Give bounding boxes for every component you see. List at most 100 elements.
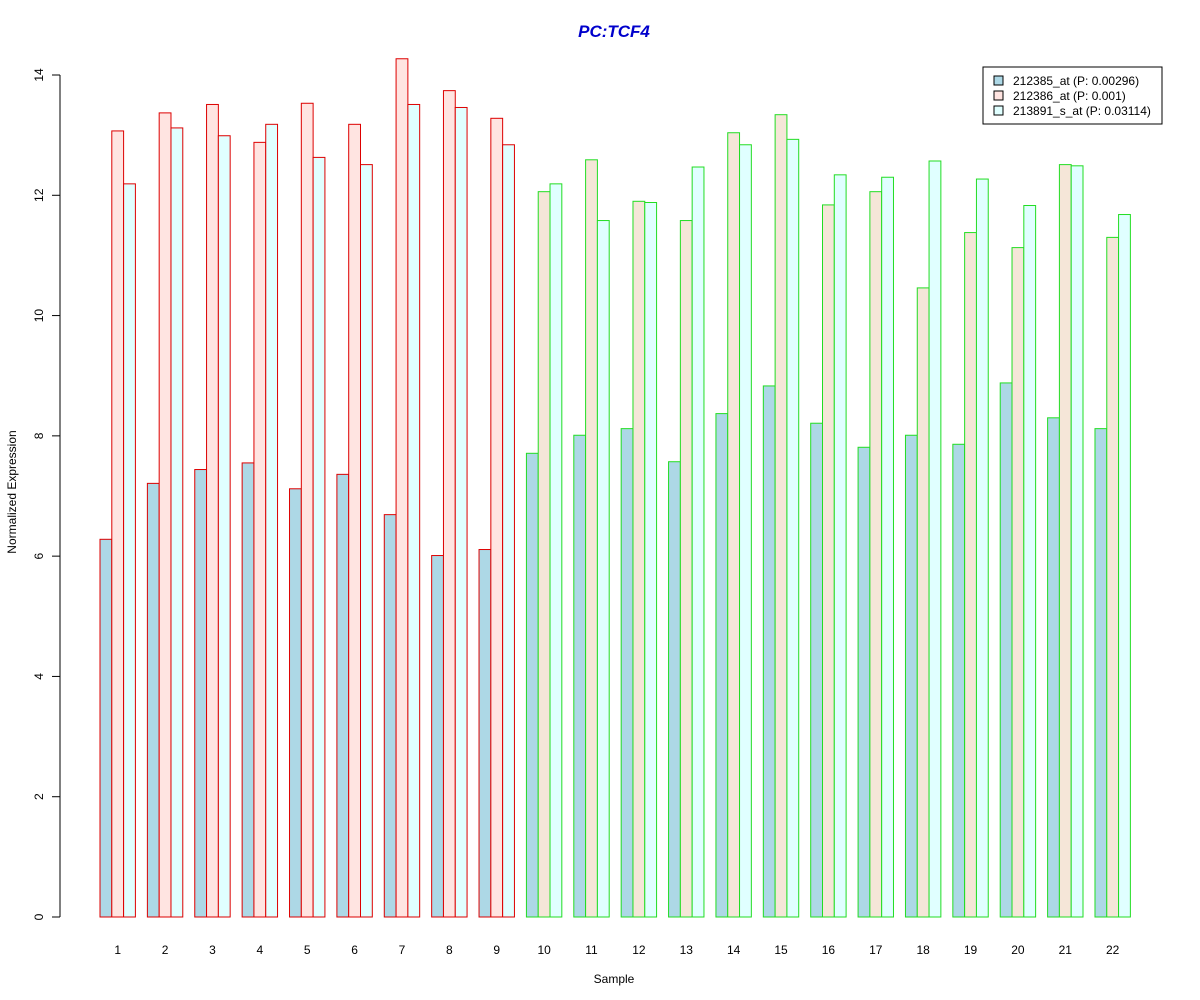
bars-layer	[99, 58, 1131, 918]
x-tick-label: 6	[351, 943, 358, 957]
legend-label-series-3: 213891_s_at (P: 0.03114)	[1013, 104, 1151, 118]
x-tick-label: 21	[1059, 943, 1073, 957]
legend-swatch-series-1	[993, 75, 1004, 86]
bar-sample-9-series-2	[490, 117, 504, 918]
bar-sample-18-series-1	[904, 434, 918, 918]
bar-sample-10-series-3	[549, 183, 563, 918]
bar-sample-13-series-1	[668, 461, 681, 918]
bar-sample-1-series-2	[111, 130, 125, 918]
bar-sample-19-series-3	[975, 178, 989, 918]
bar-sample-4-series-1	[241, 462, 255, 918]
bar-sample-12-series-3	[644, 202, 658, 918]
bar-sample-20-series-1	[999, 382, 1013, 918]
legend-label-series-2: 212386_at (P: 0.001)	[1013, 89, 1126, 103]
bar-sample-15-series-1	[762, 385, 776, 918]
bar-sample-6-series-1	[336, 473, 350, 918]
bar-sample-19-series-1	[952, 443, 966, 918]
legend-label-series-1: 212385_at (P: 0.00296)	[1013, 74, 1139, 88]
bar-sample-5-series-1	[289, 488, 302, 918]
x-tick-label: 9	[493, 943, 500, 957]
bar-sample-3-series-2	[206, 103, 219, 918]
x-tick-label: 22	[1106, 943, 1120, 957]
legend-box	[982, 66, 1163, 125]
bar-sample-21-series-2	[1058, 164, 1072, 918]
bar-sample-16-series-1	[810, 422, 824, 918]
y-tick-label: 2	[32, 793, 46, 800]
x-tick-label: 1	[114, 943, 121, 957]
y-tick-label: 8	[32, 432, 46, 439]
y-tick-label: 0	[32, 913, 46, 920]
x-tick-label: 17	[869, 943, 883, 957]
bar-sample-21-series-3	[1070, 165, 1084, 918]
bar-sample-19-series-2	[964, 232, 977, 918]
bar-sample-6-series-3	[360, 164, 373, 918]
bar-sample-10-series-1	[525, 452, 539, 918]
bar-sample-4-series-2	[253, 141, 267, 918]
bar-sample-18-series-2	[916, 287, 930, 918]
x-tick-label: 7	[399, 943, 406, 957]
bar-sample-4-series-3	[265, 123, 279, 918]
x-tick-label: 13	[680, 943, 694, 957]
bar-sample-17-series-1	[857, 446, 871, 918]
bar-sample-22-series-1	[1094, 428, 1108, 918]
bar-sample-9-series-3	[502, 144, 515, 918]
bar-sample-2-series-2	[158, 112, 172, 918]
bar-sample-10-series-2	[537, 191, 551, 918]
legend-swatch-series-3	[993, 105, 1004, 116]
x-tick-label: 3	[209, 943, 216, 957]
y-tick-label: 4	[32, 673, 46, 680]
bar-sample-3-series-1	[194, 469, 208, 918]
y-tick-label: 6	[32, 552, 46, 559]
y-tick-label: 12	[32, 188, 46, 202]
bar-sample-14-series-3	[739, 144, 752, 918]
bar-sample-5-series-2	[300, 102, 314, 918]
bar-sample-21-series-1	[1047, 417, 1060, 918]
bar-sample-20-series-3	[1023, 205, 1037, 918]
legend-swatch-series-2	[993, 90, 1004, 101]
bar-sample-8-series-1	[431, 555, 444, 918]
bar-sample-11-series-3	[596, 220, 610, 918]
x-tick-label: 2	[162, 943, 169, 957]
bar-sample-15-series-2	[774, 114, 788, 918]
bar-sample-20-series-2	[1011, 247, 1025, 918]
bar-sample-17-series-2	[869, 191, 883, 918]
x-tick-label: 10	[537, 943, 551, 957]
chart-title: PC:TCF4	[578, 22, 650, 41]
x-tick-label: 18	[916, 943, 930, 957]
bar-sample-16-series-3	[833, 174, 847, 918]
y-axis-title: Normalized Expression	[5, 430, 19, 553]
bar-sample-8-series-2	[442, 90, 456, 918]
bar-sample-14-series-1	[715, 413, 729, 918]
x-tick-label: 20	[1011, 943, 1025, 957]
x-axis-title: Sample	[594, 972, 635, 986]
bar-sample-1-series-1	[99, 538, 113, 918]
bar-sample-15-series-3	[786, 138, 800, 918]
legend: 212385_at (P: 0.00296)212386_at (P: 0.00…	[982, 66, 1163, 125]
x-tick-label: 15	[774, 943, 788, 957]
bar-sample-22-series-2	[1106, 236, 1120, 918]
x-tick-labels: 1 2 3 4 5 6 7 8 9 10 11 12 13 14 15 16 17 18 19 20 21 22	[114, 943, 1119, 957]
bar-sample-7-series-3	[407, 103, 421, 918]
bar-sample-7-series-1	[383, 514, 397, 918]
bar-sample-6-series-2	[348, 123, 362, 918]
x-tick-label: 11	[585, 943, 598, 957]
bar-sample-2-series-3	[170, 127, 184, 918]
bar-sample-8-series-3	[454, 106, 468, 918]
y-tick-label: 10	[32, 309, 46, 323]
bar-sample-11-series-1	[573, 434, 587, 918]
bar-sample-18-series-3	[928, 160, 942, 918]
bar-sample-2-series-1	[146, 482, 160, 918]
bar-sample-16-series-2	[822, 204, 835, 918]
x-tick-label: 14	[727, 943, 741, 957]
bar-sample-13-series-3	[691, 166, 705, 918]
bar-sample-9-series-1	[478, 549, 492, 918]
bar-sample-17-series-3	[881, 176, 894, 918]
y-axis: 0 2 4 6 8 10 12 14	[32, 68, 61, 920]
bar-sample-5-series-3	[312, 156, 326, 918]
bar-sample-12-series-1	[620, 428, 634, 918]
bar-sample-13-series-2	[679, 220, 693, 918]
bar-sample-1-series-3	[123, 183, 136, 918]
x-tick-label: 8	[446, 943, 453, 957]
